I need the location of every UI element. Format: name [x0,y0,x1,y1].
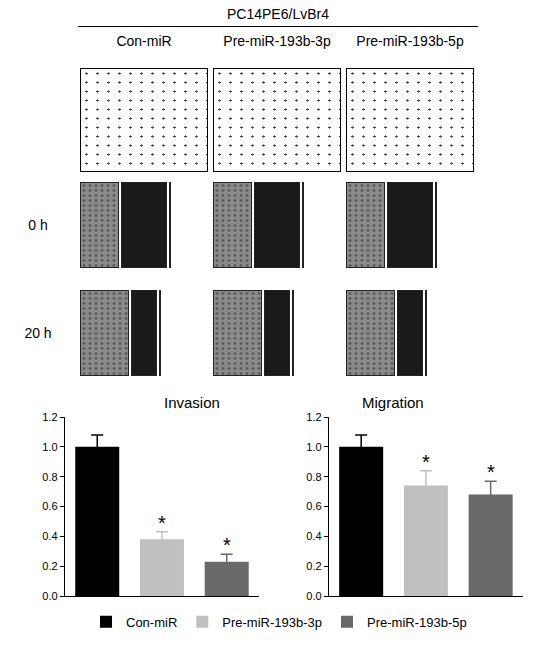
svg-text:0.2: 0.2 [306,560,321,572]
svg-text:0.6: 0.6 [42,500,57,512]
svg-text:Pre-miR-193b-3p: Pre-miR-193b-3p [222,615,322,630]
svg-text:Migration: Migration [362,394,424,411]
svg-text:0.4: 0.4 [306,530,321,542]
svg-text:0.6: 0.6 [306,500,321,512]
svg-text:0.2: 0.2 [42,560,57,572]
svg-text:*: * [422,451,430,473]
html-text:20 h: 20 h [24,325,52,341]
svg-text:*: * [158,512,166,534]
svg-text:1.2: 1.2 [42,411,57,423]
html-text:Pre-miR-193b-3p: Pre-miR-193b-3p [223,33,331,49]
svg-text:0.8: 0.8 [42,471,57,483]
svg-text:0.0: 0.0 [42,590,57,602]
html-text:PC14PE6/LvBr4: PC14PE6/LvBr4 [227,6,329,22]
svg-text:1.0: 1.0 [306,441,321,453]
html-text:Pre-miR-193b-5p: Pre-miR-193b-5p [356,33,464,49]
svg-text:1.0: 1.0 [42,441,57,453]
svg-text:Invasion: Invasion [164,394,220,411]
svg-text:0.0: 0.0 [306,590,321,602]
svg-text:0.8: 0.8 [306,471,321,483]
svg-text:*: * [223,534,231,556]
svg-text:0.4: 0.4 [42,530,57,542]
html-text:0 h: 0 h [28,217,48,233]
svg-text:Con-miR: Con-miR [126,615,177,630]
svg-text:Pre-miR-193b-5p: Pre-miR-193b-5p [367,615,467,630]
svg-text:*: * [487,461,495,483]
html-text:Con-miR: Con-miR [116,33,172,49]
svg-text:1.2: 1.2 [306,411,321,423]
